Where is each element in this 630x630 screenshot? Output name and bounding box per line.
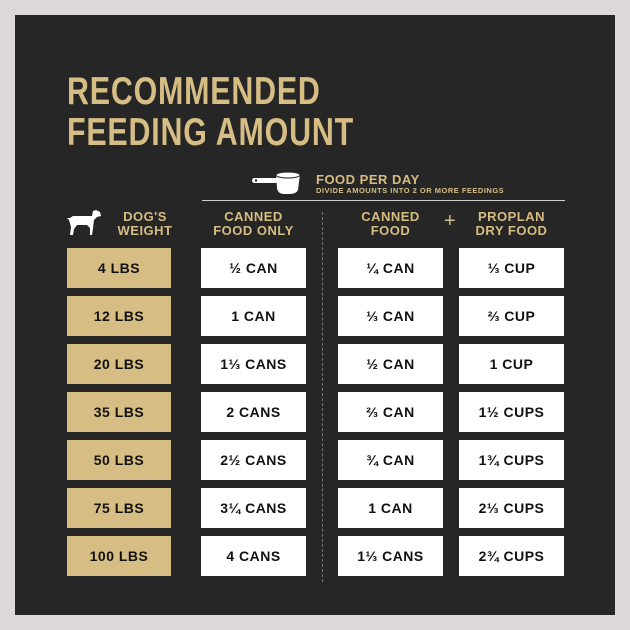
weight-cell: 35 LBS <box>67 392 171 432</box>
weight-cell: 50 LBS <box>67 440 171 480</box>
header-text: DRY FOOD <box>475 223 548 238</box>
canned-cell: 1⅓ CANS <box>338 536 443 576</box>
canned-only-cell: 1⅓ CANS <box>201 344 306 384</box>
dry-food-cell: 2¾ CUPS <box>459 536 564 576</box>
canned-cell: ⅓ CAN <box>338 296 443 336</box>
canned-cell: ½ CAN <box>338 344 443 384</box>
header-dogs-weight: DOG'S WEIGHT <box>113 210 177 238</box>
plus-icon: + <box>444 210 456 232</box>
measuring-cup-icon <box>252 171 301 194</box>
header-text: WEIGHT <box>117 223 173 238</box>
canned-only-cell: ½ CAN <box>201 248 306 288</box>
header-canned: CANNED FOOD <box>338 210 443 238</box>
canned-only-cell: 4 CANS <box>201 536 306 576</box>
header-dry-food: PROPLAN DRY FOOD <box>459 210 564 238</box>
canned-only-cell: 2½ CANS <box>201 440 306 480</box>
header-text: FOOD ONLY <box>213 223 294 238</box>
title-line-2: FEEDING AMOUNT <box>67 111 354 154</box>
dry-food-cell: 1½ CUPS <box>459 392 564 432</box>
weight-cell: 75 LBS <box>67 488 171 528</box>
food-per-day-heading: FOOD PER DAY <box>316 172 420 187</box>
header-text: FOOD <box>370 223 411 238</box>
canned-cell: 1 CAN <box>338 488 443 528</box>
weight-cell: 100 LBS <box>67 536 171 576</box>
dry-food-cell: 1 CUP <box>459 344 564 384</box>
header-text: CANNED <box>224 209 283 224</box>
dry-food-cell: 2⅓ CUPS <box>459 488 564 528</box>
food-per-day-subheading: DIVIDE AMOUNTS INTO 2 OR MORE FEEDINGS <box>316 186 505 195</box>
dry-food-cell: 1¾ CUPS <box>459 440 564 480</box>
canned-only-cell: 2 CANS <box>201 392 306 432</box>
canned-only-cell: 1 CAN <box>201 296 306 336</box>
canned-cell: ¾ CAN <box>338 440 443 480</box>
dog-icon <box>67 210 101 235</box>
column-divider <box>322 212 323 582</box>
header-text: DOG'S <box>123 209 167 224</box>
canned-cell: ¼ CAN <box>338 248 443 288</box>
weight-cell: 4 LBS <box>67 248 171 288</box>
weight-cell: 20 LBS <box>67 344 171 384</box>
weight-cell: 12 LBS <box>67 296 171 336</box>
dry-food-cell: ⅓ CUP <box>459 248 564 288</box>
header-divider <box>202 200 565 201</box>
header-canned-only: CANNED FOOD ONLY <box>201 210 306 238</box>
dry-food-cell: ⅔ CUP <box>459 296 564 336</box>
header-text: PROPLAN <box>477 209 546 224</box>
canned-cell: ⅔ CAN <box>338 392 443 432</box>
canned-only-cell: 3¼ CANS <box>201 488 306 528</box>
header-text: CANNED <box>361 209 420 224</box>
title-line-1: RECOMMENDED <box>67 70 321 113</box>
